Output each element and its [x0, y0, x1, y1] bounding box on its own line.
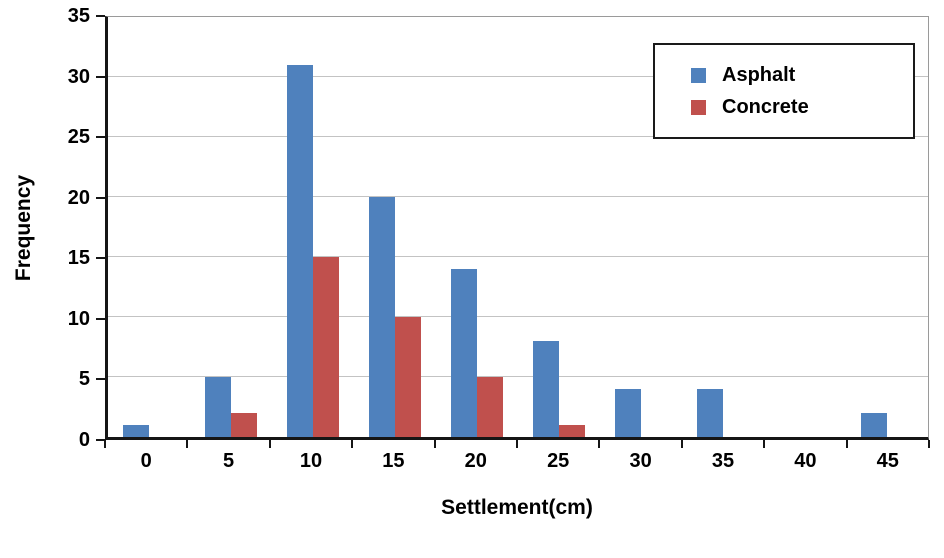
x-tick-mark — [268, 440, 271, 448]
x-tick-mark — [680, 440, 683, 448]
x-tick-label-5: 5 — [223, 450, 235, 472]
gridline — [108, 196, 928, 197]
y-tick-label-20: 20 — [67, 186, 90, 209]
x-tick-mark — [104, 440, 106, 448]
y-tick-label-10: 10 — [67, 307, 90, 330]
x-tick-mark — [433, 440, 436, 448]
legend-swatch-asphalt — [691, 67, 706, 83]
bar-concrete-20 — [477, 377, 503, 437]
bar-concrete-15 — [395, 317, 421, 437]
x-tick-label-25: 25 — [547, 450, 570, 472]
x-tick-mark — [186, 440, 189, 448]
y-tick-mark — [96, 75, 105, 78]
bar-asphalt-35 — [697, 389, 723, 437]
x-tick-label-15: 15 — [382, 450, 405, 472]
x-tick-mark — [763, 440, 766, 448]
x-tick-label-0: 0 — [140, 450, 152, 472]
legend-swatch-concrete — [691, 99, 706, 115]
x-tick-mark — [928, 440, 930, 448]
gridline — [108, 316, 928, 317]
gridline — [108, 136, 928, 137]
gridline — [108, 76, 928, 77]
bar-group-30 — [600, 17, 682, 437]
x-tick-mark — [516, 440, 518, 448]
legend-label-concrete: Concrete — [722, 95, 809, 118]
bar-asphalt-30 — [615, 389, 641, 437]
bar-group-5 — [190, 17, 272, 437]
bars-container — [108, 17, 928, 437]
legend-item-concrete: Concrete — [691, 91, 913, 123]
y-tick-mark — [96, 439, 105, 441]
y-tick-mark — [96, 196, 105, 199]
bar-concrete-5 — [231, 413, 257, 437]
x-tick-mark — [845, 440, 848, 448]
x-tick-mark — [351, 440, 354, 448]
x-axis-title: Settlement(cm) — [441, 496, 593, 519]
bar-asphalt-10 — [287, 65, 313, 437]
x-tick-label-45: 45 — [876, 450, 899, 472]
x-tick-label-35: 35 — [711, 450, 735, 472]
bar-group-10 — [272, 17, 354, 437]
bar-asphalt-25 — [533, 341, 559, 437]
bar-asphalt-45 — [861, 413, 887, 437]
y-tick-label-0: 0 — [78, 429, 90, 451]
y-tick-label-5: 5 — [78, 368, 90, 391]
plot-area: Asphalt Concrete — [105, 16, 929, 440]
bar-group-35 — [682, 17, 764, 437]
bar-group-0 — [108, 17, 190, 437]
y-tick-mark — [96, 257, 105, 260]
bar-group-20 — [436, 17, 518, 437]
legend-label-asphalt: Asphalt — [722, 63, 796, 86]
bar-group-45 — [846, 17, 928, 437]
legend-item-asphalt: Asphalt — [691, 59, 913, 91]
bar-group-15 — [354, 17, 436, 437]
y-tick-mark — [96, 15, 105, 17]
y-tick-label-25: 25 — [67, 126, 90, 149]
bar-concrete-10 — [313, 257, 339, 437]
legend: Asphalt Concrete — [653, 43, 915, 139]
y-tick-label-15: 15 — [67, 247, 90, 270]
y-tick-label-35: 35 — [67, 5, 90, 27]
x-tick-mark — [598, 440, 601, 448]
y-axis-title: Frequency — [12, 174, 35, 282]
bar-asphalt-15 — [369, 197, 395, 437]
bar-asphalt-5 — [205, 377, 231, 437]
y-tick-mark — [96, 317, 105, 320]
x-tick-label-20: 20 — [464, 450, 487, 472]
y-tick-mark — [96, 136, 105, 139]
gridline — [108, 376, 928, 377]
x-tick-label-30: 30 — [629, 450, 652, 472]
gridline — [108, 256, 928, 257]
bar-group-25 — [518, 17, 600, 437]
y-tick-mark — [96, 378, 105, 381]
y-tick-label-30: 30 — [67, 65, 90, 88]
bar-asphalt-20 — [451, 269, 477, 437]
bar-concrete-25 — [559, 425, 585, 437]
x-tick-label-10: 10 — [299, 450, 323, 472]
x-tick-label-40: 40 — [794, 450, 817, 472]
bar-asphalt-0 — [123, 425, 149, 437]
